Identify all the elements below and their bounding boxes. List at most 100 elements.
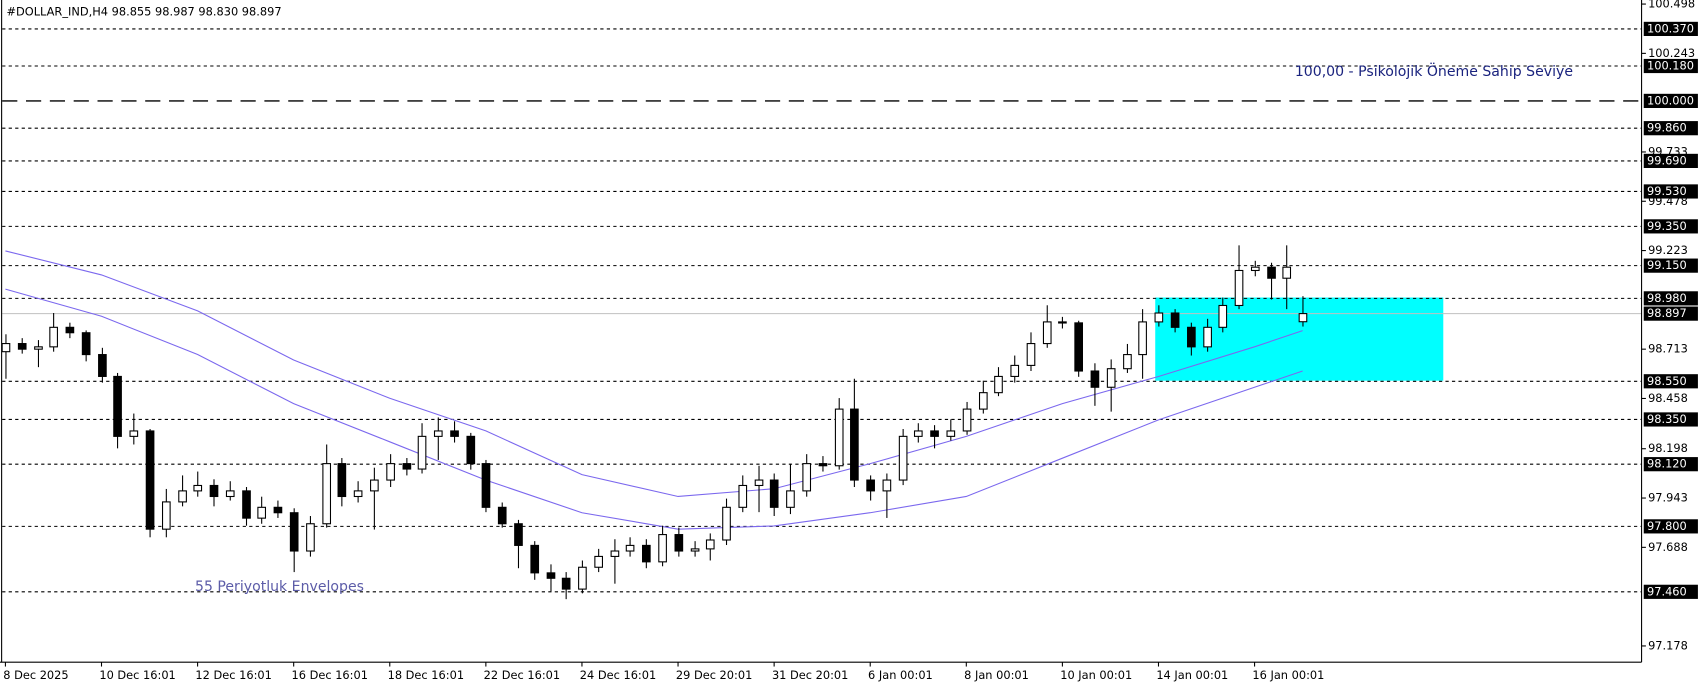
envelope-layer <box>5 250 1303 530</box>
candle-body <box>962 408 972 432</box>
level-label-box <box>1643 412 1698 427</box>
level-label: 99.690 <box>1647 153 1687 167</box>
candle-body <box>242 490 251 519</box>
candle-body <box>913 430 923 437</box>
candle-body <box>49 326 58 348</box>
candle-body <box>866 479 875 492</box>
candle-body <box>98 354 107 377</box>
y-tick-label: 97.688 <box>1648 540 1688 554</box>
candle-body <box>658 534 667 563</box>
level-label-box <box>1643 291 1698 306</box>
level-label: 97.800 <box>1647 519 1687 533</box>
candle-body <box>386 463 395 481</box>
zone <box>1155 297 1444 381</box>
candle-body <box>1138 321 1147 356</box>
candle-body <box>818 463 828 467</box>
candle-body <box>850 408 859 481</box>
level-label: 99.860 <box>1647 121 1687 135</box>
candle-body <box>930 430 939 437</box>
level-label-box <box>1643 93 1698 108</box>
candle-body <box>642 544 651 563</box>
level-label-box <box>1643 584 1698 599</box>
candle-body <box>1 343 11 353</box>
candle-body <box>1010 364 1020 377</box>
candle-body <box>625 544 635 552</box>
level-label-box <box>1643 21 1698 36</box>
level-label-box <box>1643 258 1698 273</box>
candle-body <box>578 566 587 590</box>
candle-body <box>17 343 27 350</box>
level-label: 99.350 <box>1647 219 1687 233</box>
candle-body <box>946 430 956 437</box>
candle-body <box>1042 321 1052 345</box>
level-label-box <box>1643 519 1698 534</box>
level-label-box <box>1643 58 1698 74</box>
x-tick-label: 8 Jan 00:01 <box>964 668 1029 682</box>
candle-body <box>1203 326 1212 348</box>
candle-body <box>289 512 299 552</box>
candle-body <box>1026 343 1036 366</box>
current-price-box <box>1643 306 1698 321</box>
candle-body <box>417 435 427 470</box>
x-tick-label: 29 Dec 20:01 <box>676 668 752 682</box>
level-label-box <box>1643 184 1698 199</box>
candle-body <box>466 435 476 465</box>
y-tick-label: 98.198 <box>1648 441 1688 455</box>
level-label: 100.370 <box>1647 21 1694 35</box>
candle-body <box>561 577 571 590</box>
x-tick-label: 14 Jan 00:01 <box>1156 668 1228 682</box>
candle-body <box>225 490 235 498</box>
candle-body <box>1170 312 1180 328</box>
envelope-line <box>5 288 1303 530</box>
y-tick-label: 99.223 <box>1648 243 1688 257</box>
candle-body <box>209 484 219 498</box>
candle-body <box>65 326 75 334</box>
candle-body <box>898 435 908 481</box>
candle-body <box>530 544 540 574</box>
candle-body <box>674 534 684 552</box>
candle-body <box>337 463 347 498</box>
y-tick-label: 97.178 <box>1648 638 1688 652</box>
level-label: 98.550 <box>1647 374 1687 388</box>
y-tick-label: 98.713 <box>1648 342 1688 356</box>
y-tick-label: 97.943 <box>1648 491 1688 505</box>
candle-body <box>1234 269 1244 307</box>
candle-body <box>1250 266 1260 272</box>
candle-body <box>193 484 203 492</box>
level-label-box <box>1643 374 1698 389</box>
candle-body <box>322 463 332 525</box>
current-price-label: 98.897 <box>1647 306 1687 320</box>
candle-body <box>610 550 620 557</box>
candle-body <box>273 506 283 514</box>
candle-body <box>306 523 315 552</box>
candle-body <box>594 555 603 568</box>
x-tick-label: 24 Dec 16:01 <box>580 668 656 682</box>
candle-body <box>81 332 91 356</box>
level-label: 100.000 <box>1647 93 1694 107</box>
level-label: 98.980 <box>1647 291 1687 305</box>
x-tick-label: 31 Dec 20:01 <box>772 668 848 682</box>
candle-body <box>370 479 379 492</box>
level-label: 97.460 <box>1647 584 1687 598</box>
y-tick-label: 98.458 <box>1648 391 1688 405</box>
candle-body <box>1218 304 1228 328</box>
candle-body <box>113 375 122 437</box>
candle-body <box>1187 326 1196 348</box>
axis-layer: 100.498100.24399.73399.47899.22398.71398… <box>3 0 1698 682</box>
candle-body <box>978 392 988 410</box>
candle-body <box>546 572 556 579</box>
x-tick-label: 16 Jan 00:01 <box>1252 668 1324 682</box>
candle-body <box>1106 368 1116 388</box>
y-tick-label: 100.243 <box>1648 46 1695 60</box>
level-layer <box>2 28 1642 593</box>
level-label: 99.150 <box>1647 258 1687 272</box>
candle-body <box>802 463 812 492</box>
candle-body <box>754 479 764 487</box>
level-label: 98.120 <box>1647 457 1687 471</box>
candle-body <box>402 463 412 470</box>
candle-body <box>1090 370 1100 388</box>
chart-title: #DOLLAR_IND,H4 98.855 98.987 98.830 98.8… <box>7 4 282 18</box>
candle-body <box>129 430 139 437</box>
